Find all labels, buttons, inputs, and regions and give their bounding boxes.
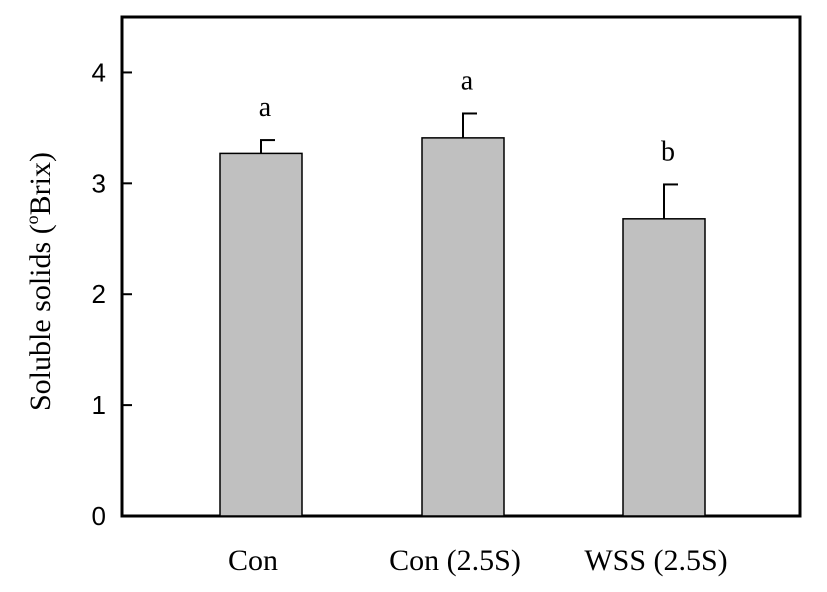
y-tick-label: 3 bbox=[92, 168, 106, 198]
error-bars bbox=[260, 112, 678, 219]
y-tick-label: 1 bbox=[92, 390, 106, 420]
y-tick-label: 4 bbox=[92, 57, 106, 87]
x-axis-labels: Con Con (2.5S) WSS (2.5S) bbox=[228, 544, 728, 577]
y-axis-title-degree: o bbox=[22, 215, 42, 224]
significance-letter: a bbox=[461, 65, 474, 96]
bar bbox=[421, 137, 505, 517]
y-axis-title-main: Soluble solids ( bbox=[24, 224, 57, 411]
bar bbox=[219, 152, 303, 517]
category-label: WSS (2.5S) bbox=[584, 544, 727, 577]
y-axis-ticks: 0 1 2 3 4 bbox=[92, 57, 132, 531]
significance-letter: b bbox=[661, 136, 675, 167]
category-label: Con bbox=[228, 544, 278, 577]
y-axis-title: Soluble solids (oBrix) bbox=[22, 152, 57, 411]
y-tick-label: 0 bbox=[92, 501, 106, 531]
bars bbox=[219, 137, 706, 517]
significance-letter: a bbox=[259, 92, 272, 123]
significance-labels: a a b bbox=[259, 65, 675, 167]
y-tick-label: 2 bbox=[92, 279, 106, 309]
y-axis-title-unit: Brix) bbox=[24, 152, 57, 215]
bar bbox=[622, 218, 706, 517]
category-label: Con (2.5S) bbox=[389, 544, 521, 577]
